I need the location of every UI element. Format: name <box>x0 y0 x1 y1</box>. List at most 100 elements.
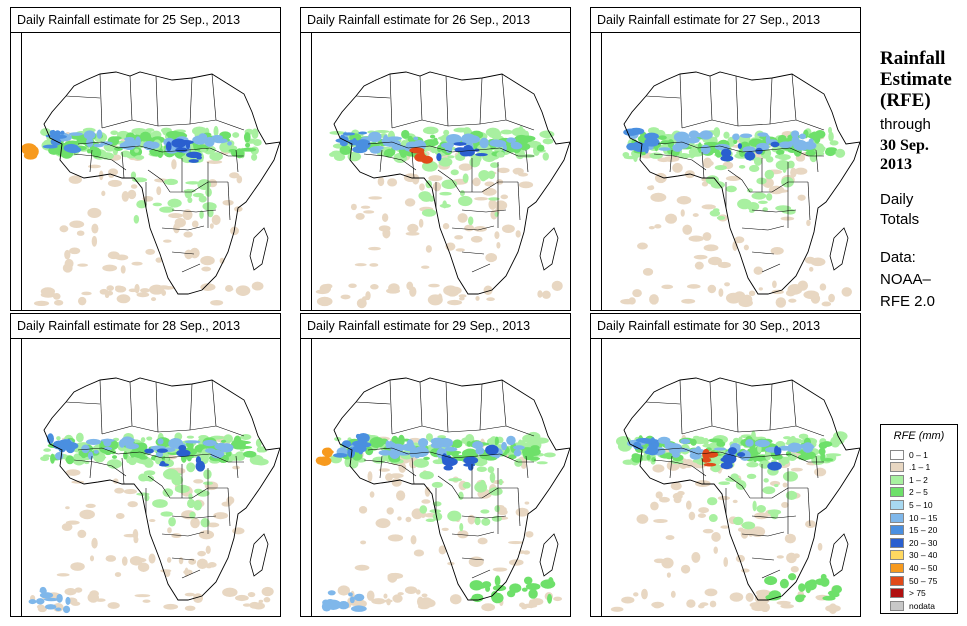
rain-cell <box>692 213 699 217</box>
rain-cell <box>468 556 484 567</box>
country-border <box>735 75 739 127</box>
country-border <box>227 487 231 527</box>
rain-cell <box>166 556 172 563</box>
legend-label: 2 – 5 <box>909 487 928 498</box>
rain-cell <box>423 139 439 147</box>
rain-cell <box>130 171 137 179</box>
rain-cell <box>450 169 459 176</box>
rain-cell <box>530 445 540 451</box>
rain-cell <box>188 159 199 163</box>
rain-cell <box>785 490 798 500</box>
panel-title: Daily Rainfall estimate for 28 Sep., 201… <box>11 314 280 339</box>
country-border <box>505 425 535 437</box>
country-border <box>653 153 707 171</box>
africa-map <box>21 338 282 617</box>
rain-cell <box>378 468 391 472</box>
rain-cell <box>425 245 432 253</box>
rain-cell <box>764 169 775 180</box>
legend-item: 20 – 30 <box>890 537 937 548</box>
rain-cell <box>178 557 184 565</box>
country-border <box>751 557 775 561</box>
rain-cell <box>465 448 473 453</box>
rain-cell <box>163 603 179 610</box>
rain-cell <box>496 241 501 249</box>
africa-coastline <box>333 377 571 601</box>
country-border <box>437 475 461 499</box>
country-border <box>741 531 785 537</box>
country-border <box>411 457 415 485</box>
country-border <box>171 557 195 561</box>
rain-cell <box>333 453 348 458</box>
country-border <box>709 75 713 121</box>
rain-cell <box>474 516 481 526</box>
rain-cell <box>323 447 333 458</box>
rain-cell <box>220 439 227 443</box>
rain-cell <box>713 546 718 554</box>
rain-cell <box>648 226 655 230</box>
rain-cell <box>822 595 836 601</box>
rain-cell <box>721 151 728 156</box>
rain-cell <box>484 181 495 187</box>
rain-cell <box>805 582 810 593</box>
rain-cell <box>130 184 138 189</box>
rain-cell <box>360 205 371 209</box>
rain-cell <box>421 593 428 598</box>
country-border <box>411 151 415 179</box>
rain-cell <box>755 147 763 155</box>
rain-cell <box>648 444 655 453</box>
rain-cell <box>202 439 217 447</box>
rain-cell <box>691 551 701 563</box>
rain-cell <box>366 590 375 601</box>
rain-cell <box>703 437 709 446</box>
rain-cell <box>787 160 795 169</box>
rain-cell <box>475 153 488 157</box>
rain-cell <box>62 263 73 273</box>
rain-cell <box>157 438 164 445</box>
country-border <box>65 401 101 405</box>
rain-cell <box>489 472 496 483</box>
legend-label: 1 – 2 <box>909 474 928 485</box>
rain-cell <box>213 125 219 137</box>
country-border <box>791 379 797 427</box>
rain-cell <box>398 462 407 473</box>
rain-cell <box>421 265 430 269</box>
rain-cell <box>490 162 499 169</box>
rain-cell <box>776 600 791 605</box>
rain-cell <box>167 527 172 534</box>
rain-cell <box>782 482 788 488</box>
country-border <box>437 169 461 193</box>
rain-cell <box>387 148 392 153</box>
rain-cell <box>185 181 201 185</box>
legend-title: RFE (mm) <box>893 430 945 442</box>
rain-cell <box>423 456 430 460</box>
rain-cell <box>673 131 690 143</box>
rain-cell <box>59 225 69 233</box>
rain-cell <box>91 223 99 234</box>
rain-cell <box>220 446 226 453</box>
country-border <box>735 381 739 433</box>
rain-cell <box>230 439 246 450</box>
rain-cell <box>688 511 696 521</box>
legend-swatch <box>890 550 904 561</box>
rain-cell <box>753 266 763 275</box>
rain-cell <box>785 451 792 457</box>
rain-cell <box>480 509 490 514</box>
rain-cell <box>746 473 757 480</box>
rain-cell <box>65 506 70 510</box>
country-border <box>711 425 739 433</box>
rain-cell <box>360 540 367 545</box>
rain-cell <box>488 198 497 210</box>
rain-cell <box>106 285 114 292</box>
legend-label: 0 – 1 <box>909 449 928 460</box>
country-border <box>525 455 529 479</box>
rain-cell <box>142 195 154 202</box>
rain-cell <box>421 499 431 504</box>
rain-cell <box>447 155 455 159</box>
rain-cell <box>152 499 168 508</box>
rain-cell <box>821 441 833 448</box>
country-border <box>170 181 228 193</box>
rain-cell <box>732 516 744 526</box>
rain-cell <box>776 555 784 559</box>
rain-cell <box>397 516 402 521</box>
rain-cell <box>711 532 721 542</box>
